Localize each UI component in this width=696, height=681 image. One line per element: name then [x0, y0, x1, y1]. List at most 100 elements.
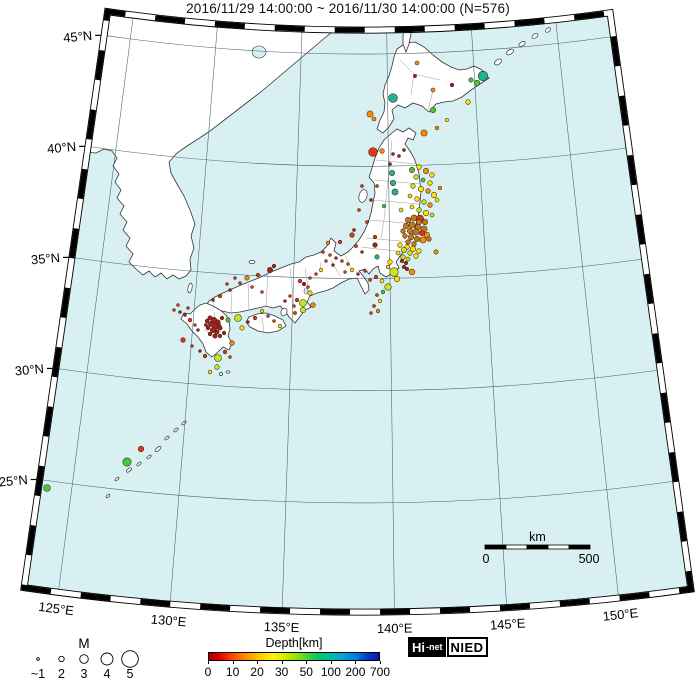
epicenter-marker [277, 323, 283, 329]
epicenter-marker [411, 241, 417, 247]
epicenter-marker [387, 259, 393, 265]
prefecture-border [375, 159, 417, 165]
prefecture-border [265, 271, 269, 307]
epicenter-marker [176, 303, 180, 307]
epicenter-marker [212, 333, 218, 339]
island [518, 41, 526, 47]
magnitude-sample-circle [100, 652, 114, 666]
epicenter-marker [379, 148, 385, 154]
epicenter-marker [217, 293, 223, 299]
epicenter-marker [267, 267, 273, 273]
epicenter-marker [293, 311, 297, 315]
magnitude-legend-title: M [78, 636, 89, 651]
magnitude-sample-label: 3 [81, 667, 88, 681]
epicenter-marker [301, 281, 307, 287]
epicenter-marker [384, 283, 392, 291]
epicenter-marker [407, 193, 413, 199]
epicenter-marker [371, 116, 377, 122]
epicenter-marker [272, 319, 276, 323]
epicenter-marker [238, 281, 242, 285]
epicenter-marker [252, 315, 258, 321]
epicenter-marker [178, 310, 182, 314]
epicenter-marker [372, 304, 376, 308]
prefecture-border [373, 179, 421, 185]
epicenter-marker [314, 272, 318, 276]
epicenter-marker [204, 318, 210, 324]
epicenter-marker [283, 299, 287, 303]
lat-label: 40°N [46, 139, 76, 156]
epicenter-marker [409, 204, 415, 210]
magnitude-sample-label: 2 [58, 667, 65, 681]
epicenter-marker [368, 278, 372, 282]
epicenter-marker [405, 239, 411, 245]
grid-labels: 45°N 40°N 35°N 30°N 25°N 125°E 130°E 135°E 140°E… [0, 28, 639, 636]
magnitude-sample-label: 5 [127, 667, 134, 681]
epicenter-marker [372, 234, 378, 240]
map-layers [24, 11, 691, 613]
island [248, 260, 256, 264]
epicenter-marker [400, 228, 406, 234]
island [219, 372, 223, 376]
epicenter-marker [331, 263, 335, 267]
epicenter-marker [340, 259, 344, 263]
epicenter-marker [394, 276, 400, 282]
island [280, 307, 288, 317]
epicenter-marker [420, 177, 426, 183]
epicenter-marker [372, 242, 378, 248]
epicenter-marker [434, 125, 440, 131]
epicenter-marker [379, 278, 385, 284]
epicenter-marker [402, 265, 406, 269]
epicenter-marker [288, 294, 292, 298]
epicenter-marker [360, 184, 364, 188]
epicenter-marker [193, 323, 197, 327]
epicenter-marker [186, 306, 190, 310]
epicenter-marker [381, 203, 387, 209]
epicenter-marker [366, 110, 374, 118]
epicenter-marker [431, 192, 437, 198]
island [531, 33, 539, 39]
depth-tick [257, 661, 259, 664]
hinet-nied-logo[interactable]: Hi -net NIED [408, 637, 488, 657]
epicenter-marker [172, 308, 176, 312]
epicenter-marker [271, 263, 277, 269]
epicenter-marker [449, 82, 455, 88]
epicenter-marker [414, 196, 420, 202]
scale-start: 0 [483, 552, 490, 566]
epicenter-marker [414, 60, 420, 66]
epicenter-marker [307, 290, 313, 296]
epicenter-marker [390, 180, 396, 186]
island [225, 370, 231, 374]
epicenter-marker [391, 152, 395, 156]
epicenter-layer [43, 60, 489, 492]
epicenter-marker [375, 293, 379, 297]
island [126, 467, 132, 473]
island [114, 476, 120, 482]
epicenter-marker [413, 174, 419, 180]
depth-tick-label: 700 [369, 665, 391, 679]
epicenter-marker [233, 276, 237, 280]
epicenter-marker [292, 304, 296, 308]
epicenter-marker [122, 457, 132, 467]
magnitude-sample-label: ~1 [31, 667, 45, 681]
island [187, 282, 193, 294]
epicenter-marker [375, 184, 379, 188]
island [105, 494, 111, 498]
epicenter-marker [352, 228, 356, 232]
epicenter-marker [374, 275, 378, 279]
epicenter-marker [225, 282, 229, 286]
lon-label: 135°E [264, 619, 300, 635]
nied-logo-badge[interactable]: NIED [446, 637, 488, 657]
epicenter-marker [430, 107, 436, 113]
hinet-logo-badge[interactable]: Hi -net [408, 637, 446, 657]
epicenter-marker [398, 207, 404, 213]
epicenter-marker [204, 323, 208, 327]
epicenter-marker [207, 331, 213, 337]
epicenter-marker [477, 70, 489, 82]
map-frame [20, 7, 695, 616]
epicenter-marker [405, 256, 411, 262]
epicenter-marker [356, 272, 360, 276]
epicenter-marker [408, 234, 414, 240]
epicenter-marker [343, 270, 347, 274]
epicenter-marker [294, 297, 300, 303]
